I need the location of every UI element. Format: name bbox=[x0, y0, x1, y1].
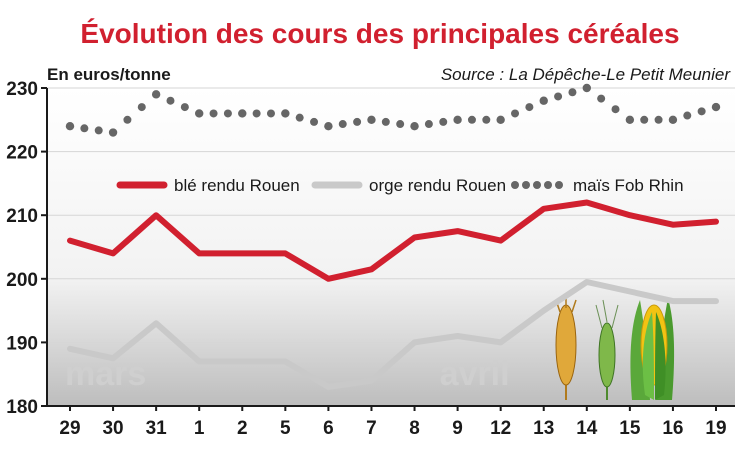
series-2-dot bbox=[180, 103, 189, 112]
series-2-dot bbox=[123, 115, 132, 124]
series-lines bbox=[65, 83, 721, 390]
series-2-dot bbox=[223, 109, 232, 118]
y-tick-label: 230 bbox=[6, 79, 38, 100]
x-tick-label: 5 bbox=[280, 418, 291, 439]
series-2-dot bbox=[381, 117, 390, 126]
series-2-dot bbox=[697, 107, 706, 116]
legend-swatch-2 bbox=[511, 181, 519, 189]
x-tick-label: 1 bbox=[194, 418, 205, 439]
series-2-point bbox=[539, 96, 548, 105]
series-2-dot bbox=[525, 103, 534, 112]
x-tick-label: 29 bbox=[59, 418, 80, 439]
y-tick-labels: 180 190 200 210 220 230 bbox=[6, 79, 47, 418]
series-2-point bbox=[711, 102, 721, 112]
wheat-ear-icon bbox=[555, 298, 577, 400]
series-2-dot bbox=[654, 115, 663, 124]
series-2-dot bbox=[353, 117, 362, 126]
legend-label: maïs Fob Rhin bbox=[573, 176, 684, 195]
series-2-dot bbox=[338, 120, 347, 129]
legend-swatch-2 bbox=[544, 181, 552, 189]
series-2-point bbox=[367, 115, 376, 125]
series-2-dot bbox=[511, 109, 520, 118]
series-2-dot bbox=[266, 109, 275, 118]
corn-cob-icon bbox=[630, 298, 675, 400]
y-tick-label: 210 bbox=[6, 206, 38, 227]
x-tick-label: 16 bbox=[662, 418, 683, 439]
x-tick-label: 30 bbox=[102, 418, 123, 439]
series-2-dot bbox=[209, 109, 218, 118]
x-tick-label: 31 bbox=[146, 418, 168, 439]
series-2-dot bbox=[683, 111, 692, 120]
legend-swatch-2 bbox=[533, 181, 541, 189]
series-2-dot bbox=[137, 103, 146, 112]
legend-label: blé rendu Rouen bbox=[174, 176, 300, 195]
y-axis-label: En euros/tonne bbox=[47, 65, 171, 84]
series-2-dot bbox=[310, 117, 319, 126]
series-2-dot bbox=[597, 94, 606, 103]
x-tick-label: 13 bbox=[533, 418, 554, 439]
series-2-dot bbox=[611, 105, 620, 114]
y-tick-label: 190 bbox=[6, 333, 38, 354]
chart-title: Évolution des cours des principales céré… bbox=[80, 18, 679, 49]
series-2-point bbox=[668, 115, 678, 125]
series-2-point bbox=[453, 115, 462, 125]
legend: blé rendu Rouen orge rendu Rouen maïs Fob … bbox=[116, 176, 684, 195]
x-tick-labels: 29 30 31 1 2 5 6 7 8 9 12 13 14 15 16 19 bbox=[59, 406, 727, 439]
series-2-point bbox=[281, 109, 290, 118]
x-tick-label: 6 bbox=[323, 418, 334, 439]
cereal-illustration bbox=[555, 298, 675, 400]
series-2-dot bbox=[439, 117, 448, 126]
series-2-point bbox=[195, 109, 204, 118]
legend-label: orge rendu Rouen bbox=[369, 176, 506, 195]
x-tick-label: 14 bbox=[576, 418, 598, 439]
series-2-dot bbox=[554, 92, 563, 101]
series-2-point bbox=[582, 83, 591, 93]
series-2-point bbox=[108, 128, 118, 137]
legend-swatch-2 bbox=[522, 181, 530, 189]
x-tick-label: 9 bbox=[452, 418, 463, 439]
series-2-dot bbox=[396, 120, 405, 129]
legend-swatch-2 bbox=[555, 181, 563, 189]
series-2-dot bbox=[424, 120, 433, 129]
x-tick-label: 2 bbox=[237, 418, 248, 439]
month-labels: mars avril bbox=[65, 355, 510, 393]
y-tick-label: 200 bbox=[6, 270, 38, 291]
series-2-dot bbox=[252, 109, 261, 118]
barley-ear-icon bbox=[595, 299, 619, 400]
series-2-dot bbox=[467, 115, 476, 124]
month-label: avril bbox=[440, 355, 510, 393]
y-tick-label: 220 bbox=[6, 143, 38, 164]
series-2-point bbox=[625, 115, 635, 125]
series-2-point bbox=[65, 121, 75, 131]
series-2-dot bbox=[295, 113, 304, 122]
series-2-dot bbox=[94, 126, 103, 135]
series-2-point bbox=[151, 90, 161, 99]
x-tick-label: 8 bbox=[409, 418, 420, 439]
series-0-line bbox=[67, 199, 719, 282]
month-label: mars bbox=[65, 355, 146, 393]
x-tick-label: 15 bbox=[619, 418, 641, 439]
y-tick-label: 180 bbox=[6, 397, 38, 418]
x-tick-label: 12 bbox=[490, 418, 511, 439]
x-tick-label: 7 bbox=[366, 418, 377, 439]
series-2-dot bbox=[568, 88, 577, 97]
x-tick-label: 19 bbox=[705, 418, 726, 439]
series-2-dot bbox=[80, 124, 89, 133]
plot-background bbox=[47, 88, 735, 406]
series-2-point bbox=[496, 115, 505, 125]
series-2-point bbox=[324, 121, 333, 131]
series-2-point bbox=[410, 121, 419, 131]
series-2-dot bbox=[482, 115, 491, 124]
series-1-line bbox=[67, 279, 719, 390]
series-2-dot bbox=[166, 96, 175, 105]
series-2-dot bbox=[640, 115, 649, 124]
series-2-point bbox=[238, 109, 247, 118]
source-note: Source : La Dépêche-Le Petit Meunier bbox=[441, 65, 732, 84]
